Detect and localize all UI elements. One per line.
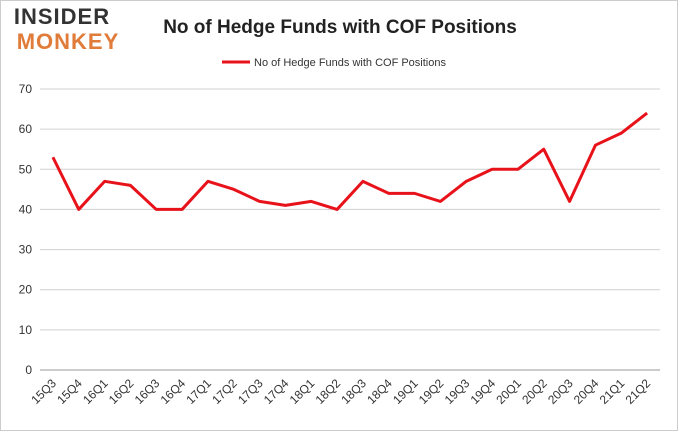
y-tick-label: 0 (25, 363, 32, 377)
y-tick-label: 60 (19, 122, 33, 136)
logo-line1: INSIDER (14, 4, 110, 29)
y-tick-label: 40 (19, 202, 33, 216)
legend-label: No of Hedge Funds with COF Positions (254, 57, 446, 69)
y-tick-label: 20 (19, 283, 33, 297)
y-tick-label: 50 (19, 162, 33, 176)
y-tick-label: 30 (19, 243, 33, 257)
y-tick-label: 70 (19, 82, 33, 96)
logo-line2: MONKEY (17, 29, 120, 54)
chart-title: No of Hedge Funds with COF Positions (163, 17, 517, 38)
line-series (51, 111, 649, 211)
y-tick-label: 10 (19, 323, 33, 337)
